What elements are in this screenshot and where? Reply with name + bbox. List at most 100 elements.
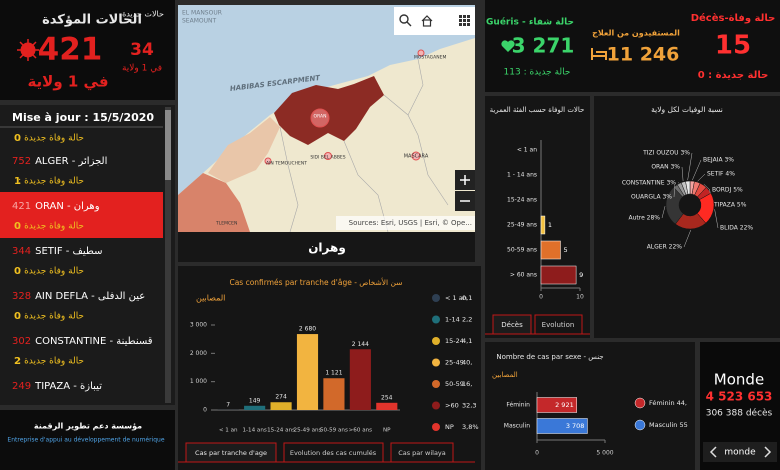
sidi-bel-abbes-marker[interactable]: [324, 152, 332, 160]
bar[interactable]: [296, 334, 319, 410]
tab-label: Evolution: [542, 321, 575, 329]
legend-swatch: [432, 294, 440, 302]
list-scrollbar[interactable]: [165, 107, 171, 403]
bar[interactable]: [540, 215, 546, 235]
wilaya-line: 421 ORAN - وهران: [12, 201, 100, 212]
bar[interactable]: [536, 418, 588, 434]
chart-title: حالات الوفاة حسب الفئة العمرية: [490, 106, 585, 114]
tab-active[interactable]: [185, 442, 277, 463]
x-tick-label: 1-14 ans: [242, 428, 266, 434]
map-label: MASCARA: [404, 154, 429, 160]
value-label: 2 921: [555, 401, 574, 409]
category-label: Masculin: [504, 423, 530, 430]
legend-swatch: [634, 419, 646, 431]
leader: [661, 206, 666, 219]
new-count: 34: [130, 40, 154, 60]
legend-share: 16,: [462, 380, 472, 388]
bar[interactable]: [540, 240, 561, 260]
x-tick-label: 15-24 ans: [267, 428, 295, 434]
map-label: ORAN: [314, 114, 327, 120]
slice-label: TIZI OUZOU 3%: [642, 150, 690, 157]
leader: [683, 229, 692, 248]
tab[interactable]: [390, 442, 454, 463]
oran-marker[interactable]: [310, 108, 330, 128]
category-label: Féminin: [506, 402, 530, 409]
slice[interactable]: [685, 180, 691, 195]
tab-active[interactable]: [492, 314, 532, 335]
slice-label: TIPAZA 5%: [713, 202, 747, 209]
slice-label: BORDJ 5%: [712, 187, 743, 194]
attribution-bg: [336, 216, 475, 230]
leader: [697, 173, 706, 182]
map-caption-bar: [178, 232, 475, 262]
map[interactable]: EL MANSOUR SEAMOUNT HABIBAS ESCARPMENT M…: [178, 5, 475, 232]
footer-title: مؤسسة دعم تطوير الرقمنة: [34, 422, 142, 431]
slice-label: CONSTANTINE 3%: [622, 180, 676, 187]
slice-label: ORAN 3%: [651, 164, 680, 171]
bar[interactable]: [536, 397, 577, 413]
wilaya-item[interactable]: 249 TIPAZA - تيبازة: [12, 381, 102, 392]
bar[interactable]: [349, 349, 371, 410]
tab[interactable]: [283, 442, 384, 463]
list-scroll-thumb[interactable]: [165, 110, 171, 180]
zoom-icons: [460, 175, 470, 202]
slice-label: Autre 28%: [628, 215, 660, 222]
slice-label: BLIDA 22%: [720, 225, 753, 232]
charts: Cas confirmés par tranche d'âge - سن الأ…: [190, 105, 754, 457]
legend-swatch: [432, 423, 440, 431]
bar[interactable]: [376, 402, 398, 410]
wilaya-cases: 302: [12, 336, 31, 347]
treated-label: المستفيدون من العلاج: [592, 29, 680, 38]
world-nav-label[interactable]: monde: [724, 448, 756, 458]
confirmed-label: الحالات المؤكدة: [42, 13, 142, 28]
mostaganem-marker[interactable]: [417, 49, 425, 57]
legend-swatch: [432, 401, 440, 410]
new-deaths-label: حالة وفاة جديدة :: [18, 222, 84, 232]
map-label: AIN TEMOUCHENT: [266, 161, 307, 167]
wilaya-cases: 344: [12, 246, 31, 257]
legend-label: 25-49: [445, 359, 464, 367]
map-label: TLEMCEN: [215, 221, 237, 227]
ain-temouchent-marker[interactable]: [264, 157, 272, 165]
world-title: Monde: [714, 371, 764, 389]
category-label: < 1 an: [517, 147, 537, 154]
category-label: 50-59 ans: [507, 247, 537, 254]
heart-icon: [501, 40, 515, 52]
world-nav: [703, 442, 777, 462]
search-button[interactable]: [399, 14, 412, 27]
x-tick-label: 5 000: [596, 450, 613, 457]
wilaya-line: 249 TIPAZA - تيبازة: [12, 381, 102, 392]
virus-icon: [17, 39, 39, 61]
bed-icon: [591, 48, 607, 60]
y-tick-label: 0: [203, 407, 207, 414]
legend-share: 3,8%: [462, 423, 479, 431]
bar[interactable]: [540, 265, 577, 285]
update-date: Mise à jour : 15/5/2020: [12, 111, 154, 124]
wilaya-name: ALGER - الجزائر: [35, 156, 107, 167]
tab-label: Cas par wilaya: [398, 449, 446, 457]
chart-title: Cas confirmés par tranche d'âge - سن الأ…: [229, 277, 402, 287]
prev-button[interactable]: [709, 446, 717, 458]
age-chart-panel: [178, 266, 481, 470]
bar[interactable]: [244, 405, 266, 410]
wilaya-cases: 249: [12, 381, 31, 392]
legend-label: 50-59: [445, 380, 464, 388]
value-label: 5: [564, 246, 568, 254]
mascara-marker[interactable]: [411, 151, 421, 161]
new-deaths: 0: [14, 133, 21, 144]
next-button[interactable]: [764, 446, 772, 458]
home-button[interactable]: [421, 15, 433, 27]
bar[interactable]: [270, 402, 292, 410]
bar[interactable]: [323, 378, 345, 410]
tab[interactable]: [534, 314, 583, 335]
value-label: 2 144: [352, 341, 369, 348]
x-tick-label: 10: [576, 294, 584, 301]
basemap-button[interactable]: [459, 15, 470, 26]
